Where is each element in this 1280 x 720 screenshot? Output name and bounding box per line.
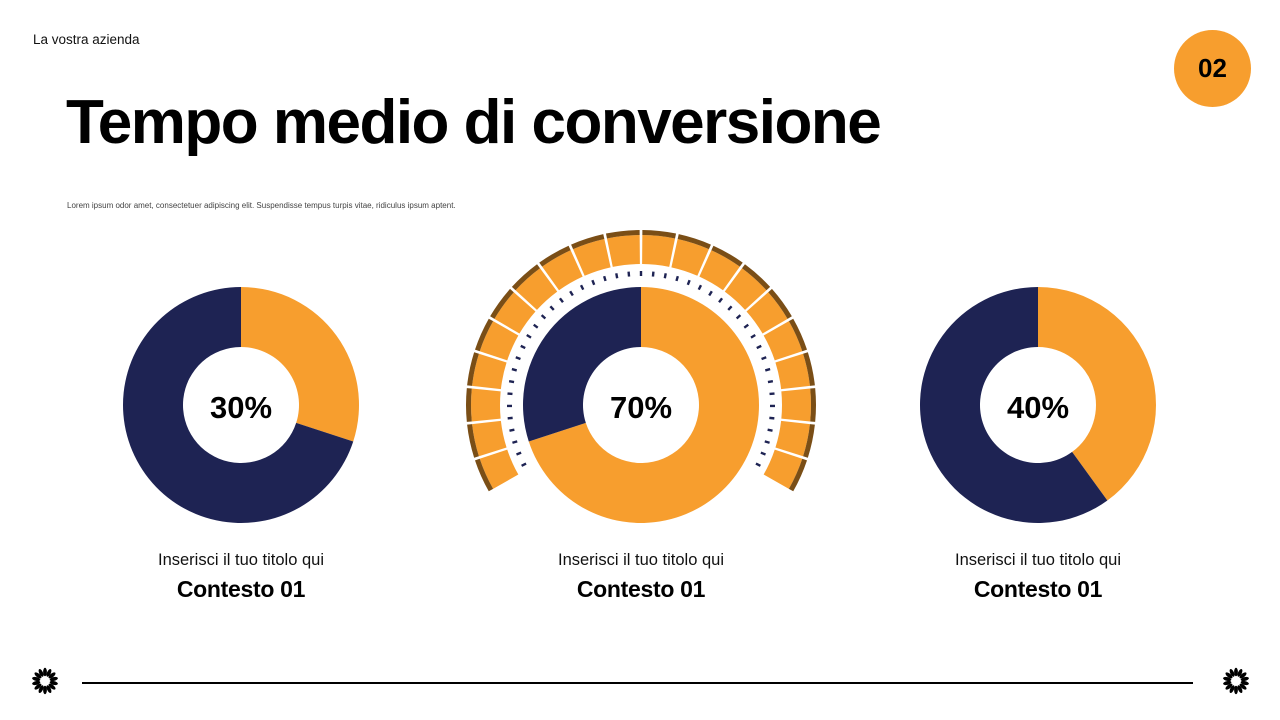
page-subtitle: Lorem ipsum odor amet, consectetuer adip… xyxy=(67,201,456,210)
page-number-badge: 02 xyxy=(1174,30,1251,107)
chart-label-2: Inserisci il tuo titolo qui Contesto 01 xyxy=(491,551,791,603)
chart-caption: Inserisci il tuo titolo qui xyxy=(158,551,324,569)
chart-label-3: Inserisci il tuo titolo qui Contesto 01 xyxy=(888,551,1188,603)
donut-slice xyxy=(528,287,759,523)
starburst-icon xyxy=(1223,667,1249,695)
donut-chart-2 xyxy=(523,287,759,523)
footer-divider xyxy=(82,682,1193,684)
donut-value-3: 40% xyxy=(1007,390,1069,425)
chart-context: Contesto 01 xyxy=(176,576,306,602)
company-name: La vostra azienda xyxy=(33,32,140,47)
chart-caption: Inserisci il tuo titolo qui xyxy=(955,551,1121,569)
chart-label-1: Inserisci il tuo titolo qui Contesto 01 xyxy=(91,551,391,603)
chart-context: Contesto 01 xyxy=(973,576,1103,602)
donut-chart-3 xyxy=(920,287,1157,523)
donut-slice xyxy=(920,287,1108,523)
starburst-icon xyxy=(32,667,58,695)
chart-context: Contesto 01 xyxy=(576,576,706,602)
donut-chart-1 xyxy=(123,287,359,523)
page-title: Tempo medio di conversione xyxy=(66,88,882,157)
donut-slice xyxy=(1038,287,1157,501)
donut-value-2: 70% xyxy=(610,390,672,425)
donut-value-1: 30% xyxy=(210,390,272,425)
gauge-decoration xyxy=(466,230,816,492)
donut-slice xyxy=(523,287,641,442)
chart-caption: Inserisci il tuo titolo qui xyxy=(558,551,724,569)
donut-slice xyxy=(123,287,354,523)
donut-slice xyxy=(241,287,359,442)
